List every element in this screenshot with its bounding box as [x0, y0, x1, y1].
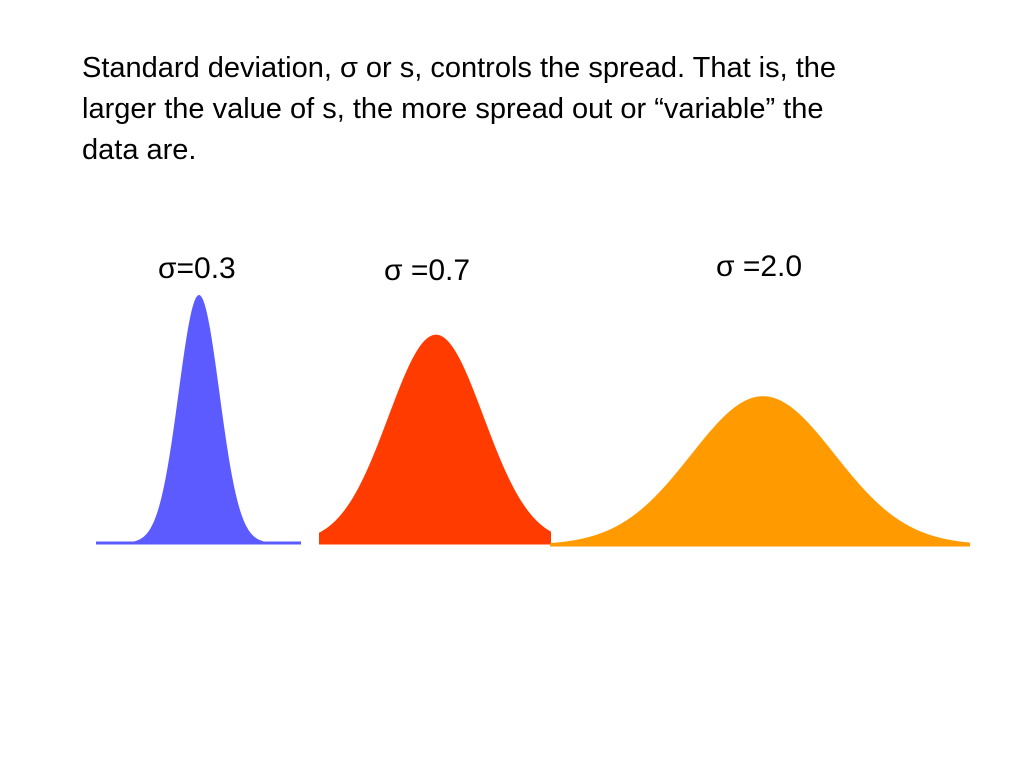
- normal-curve-sigma-2-0: [550, 396, 970, 547]
- body-text-line-1: Standard deviation, σ or s, controls the…: [82, 52, 837, 84]
- plot-title-sigma-0-3: σ=0.3: [158, 252, 236, 285]
- slide-body-text: Standard deviation, σ or s, controls the…: [82, 48, 942, 171]
- body-text-line-3: data are.: [82, 134, 197, 166]
- normal-curve-sigma-0-3: [96, 295, 301, 545]
- curve-area-0: [96, 295, 301, 543]
- normal-curve-sigma-0-7: [319, 334, 551, 545]
- curve-area-2: [550, 396, 970, 545]
- curve-area-1: [319, 334, 551, 543]
- body-text-line-2: larger the value of s, the more spread o…: [82, 93, 824, 125]
- plot-title-sigma-0-7: σ =0.7: [384, 254, 471, 287]
- plot-title-sigma-2-0: σ =2.0: [716, 250, 803, 283]
